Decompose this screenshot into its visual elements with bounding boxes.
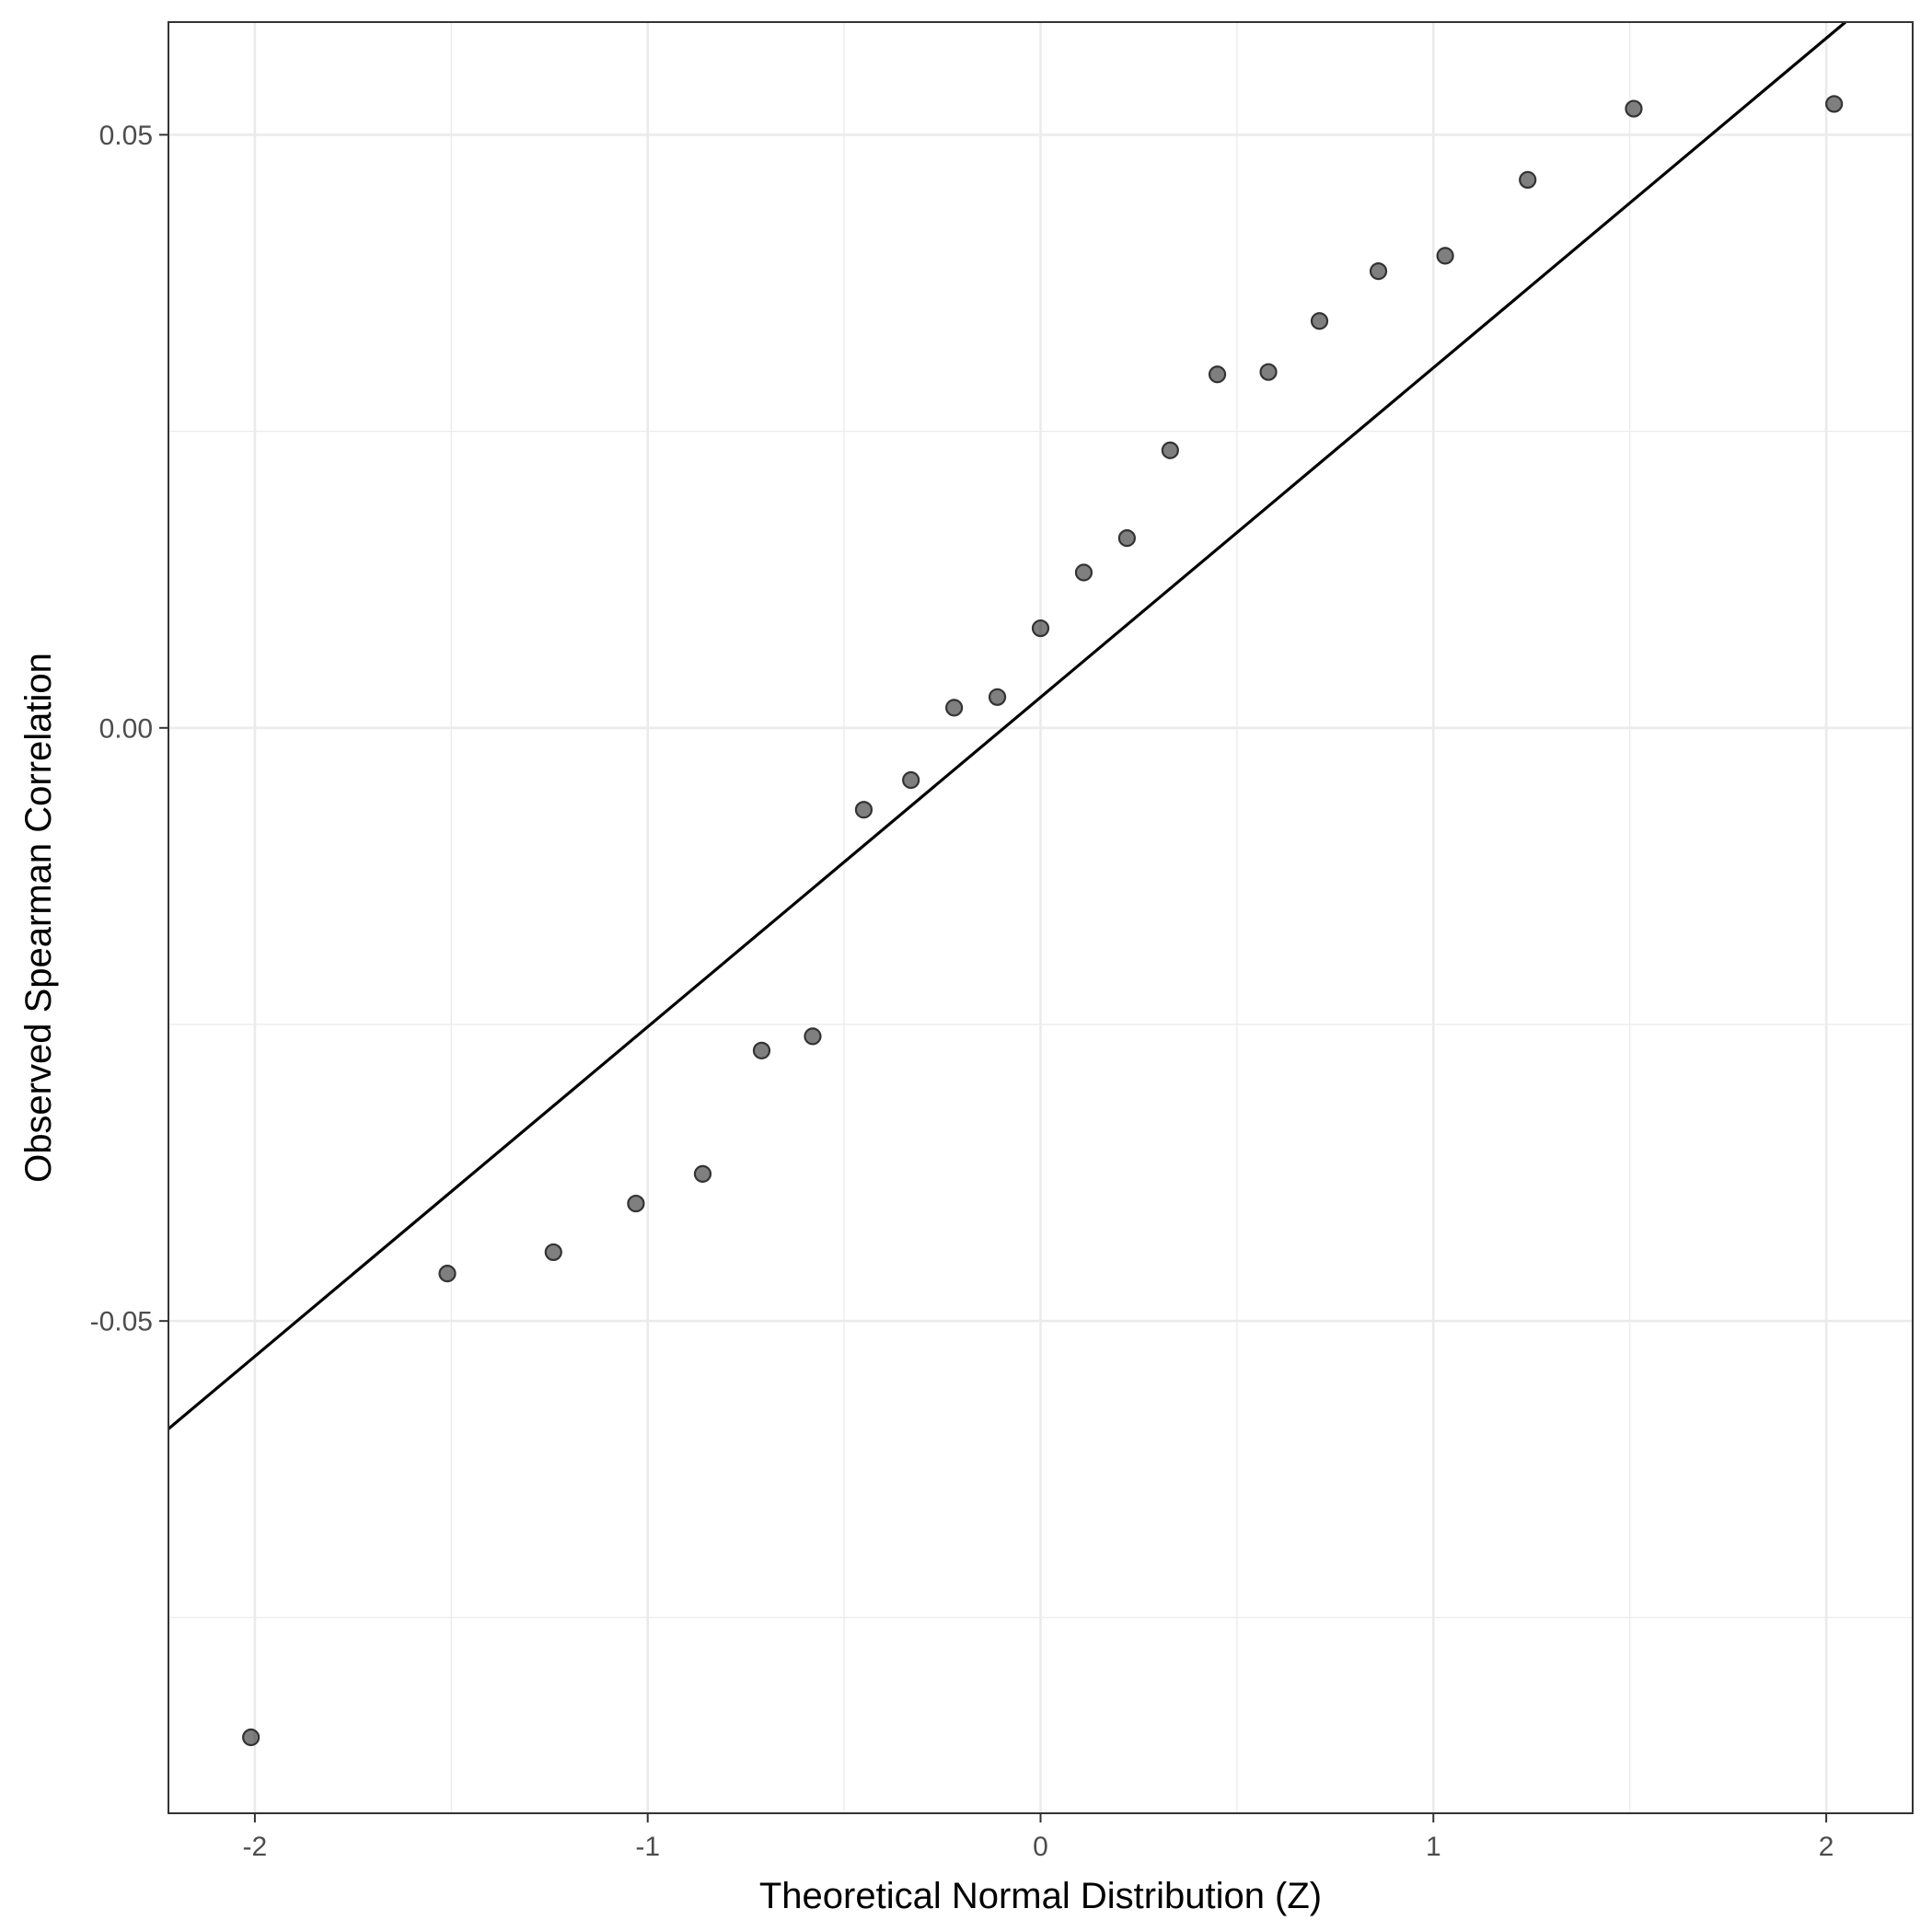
data-point <box>1117 529 1136 548</box>
data-point <box>752 1041 771 1059</box>
major-gridlines <box>168 22 1913 1813</box>
x-tick-label: 1 <box>1426 1832 1441 1862</box>
x-tick-label: -1 <box>635 1832 660 1862</box>
data-point <box>854 801 873 819</box>
data-point <box>438 1265 457 1283</box>
y-axis-ticks: -0.05 0.00 0.05 <box>90 121 168 1337</box>
data-point <box>1436 247 1454 265</box>
y-axis-title: Observed Spearman Correlation <box>18 653 59 1183</box>
data-points <box>242 95 1844 1747</box>
data-point <box>902 770 920 790</box>
y-tick-label: -0.05 <box>90 1307 153 1337</box>
data-point <box>544 1243 562 1262</box>
x-tick-label: 0 <box>1033 1832 1048 1862</box>
data-point <box>804 1027 822 1046</box>
data-point <box>627 1194 645 1213</box>
data-point <box>693 1164 712 1183</box>
data-point <box>1825 95 1844 113</box>
data-point <box>1161 441 1179 459</box>
x-tick-label: 2 <box>1819 1832 1834 1862</box>
data-point <box>1208 365 1227 384</box>
x-axis-ticks: -2 -1 0 1 2 <box>243 1813 1834 1862</box>
x-axis-title: Theoretical Normal Distribution (Z) <box>759 1876 1322 1916</box>
data-point <box>242 1728 260 1747</box>
x-tick-label: -2 <box>243 1832 268 1862</box>
y-tick-label: 0.00 <box>99 713 153 744</box>
data-point <box>1031 619 1050 638</box>
data-point <box>1369 262 1388 281</box>
data-point <box>1259 363 1278 381</box>
data-point <box>945 699 964 717</box>
data-point <box>1310 312 1329 330</box>
data-point <box>988 688 1007 706</box>
reference-line <box>167 20 1847 1430</box>
data-point <box>1074 563 1093 582</box>
y-tick-label: 0.05 <box>99 121 153 151</box>
data-point <box>1625 99 1643 118</box>
data-point <box>1519 170 1537 190</box>
